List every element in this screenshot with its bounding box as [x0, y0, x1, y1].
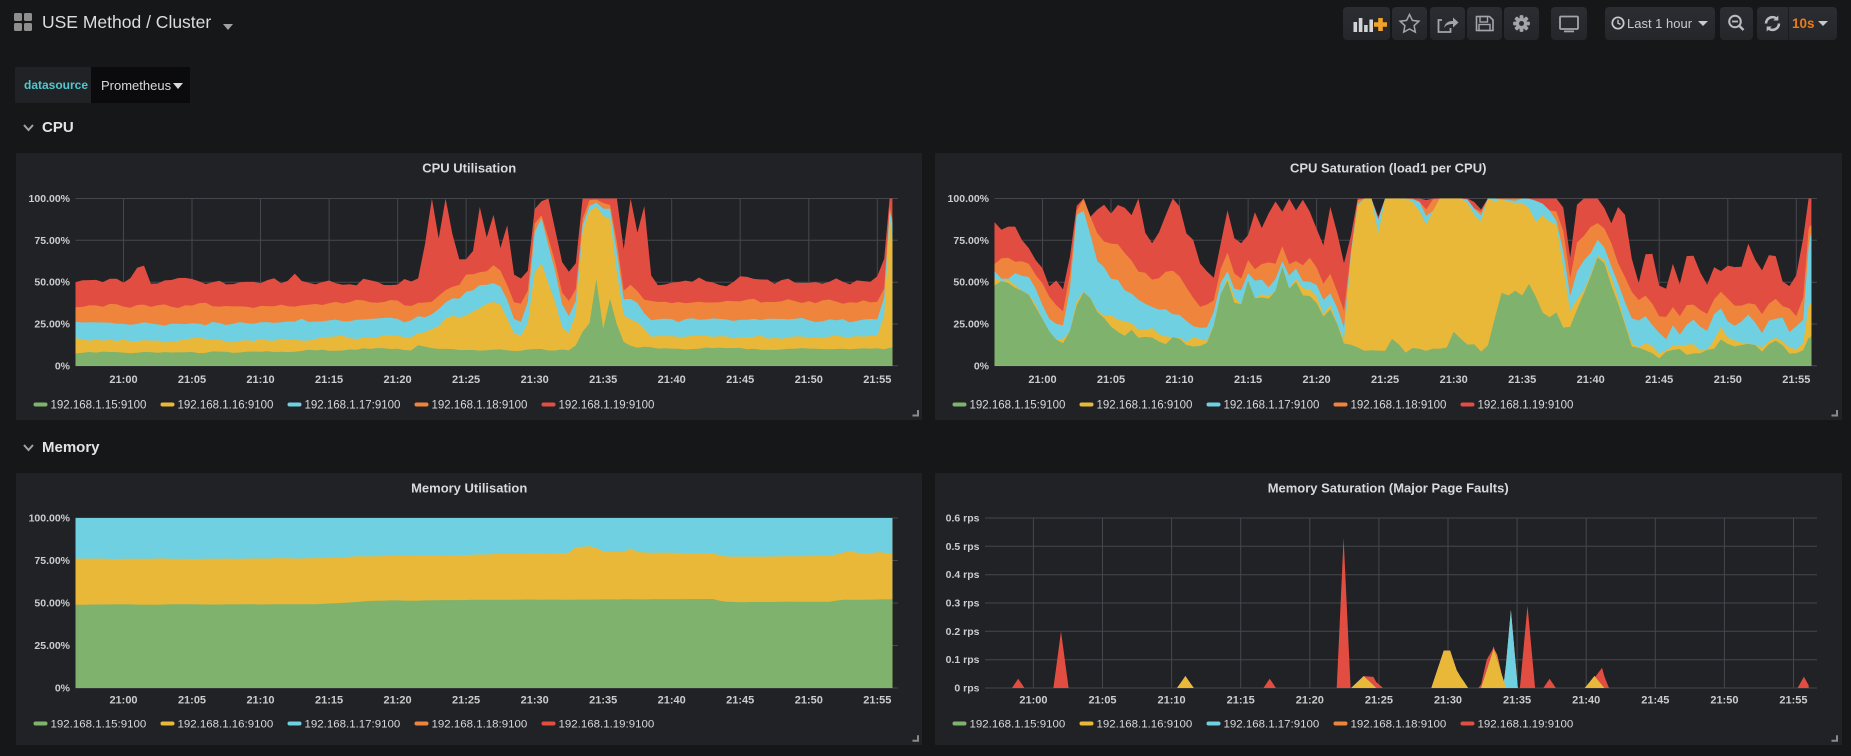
svg-text:21:15: 21:15: [1234, 374, 1262, 386]
svg-text:21:35: 21:35: [1503, 694, 1531, 706]
svg-text:21:45: 21:45: [726, 374, 754, 386]
svg-text:21:55: 21:55: [863, 694, 891, 706]
svg-text:21:05: 21:05: [177, 374, 205, 386]
svg-text:100.00%: 100.00%: [948, 193, 990, 205]
svg-text:21:00: 21:00: [1019, 694, 1047, 706]
svg-text:25.00%: 25.00%: [34, 641, 70, 652]
svg-text:21:00: 21:00: [109, 374, 137, 386]
svg-text:21:35: 21:35: [589, 374, 617, 386]
svg-text:21:05: 21:05: [177, 694, 205, 706]
svg-text:Memory Saturation (Major Page: Memory Saturation (Major Page Faults): [1268, 480, 1509, 495]
svg-text:21:15: 21:15: [315, 374, 343, 386]
svg-text:192.168.1.18:9100: 192.168.1.18:9100: [431, 718, 527, 730]
svg-text:21:40: 21:40: [1572, 694, 1600, 706]
svg-text:21:15: 21:15: [1227, 694, 1255, 706]
svg-text:192.168.1.17:9100: 192.168.1.17:9100: [304, 718, 400, 730]
svg-text:21:10: 21:10: [1165, 374, 1193, 386]
svg-text:0.3 rps: 0.3 rps: [946, 598, 980, 609]
svg-text:75.00%: 75.00%: [34, 234, 70, 246]
svg-text:75.00%: 75.00%: [953, 234, 989, 246]
svg-text:0.6 rps: 0.6 rps: [946, 513, 980, 524]
svg-text:192.168.1.19:9100: 192.168.1.19:9100: [558, 718, 654, 730]
svg-text:21:40: 21:40: [1577, 374, 1605, 386]
svg-text:21:45: 21:45: [1645, 374, 1673, 386]
svg-text:21:45: 21:45: [726, 694, 754, 706]
svg-text:192.168.1.15:9100: 192.168.1.15:9100: [970, 718, 1066, 730]
svg-text:21:30: 21:30: [520, 694, 548, 706]
svg-text:0.4 rps: 0.4 rps: [946, 570, 980, 581]
svg-text:21:00: 21:00: [1028, 374, 1056, 386]
svg-text:21:45: 21:45: [1641, 694, 1669, 706]
svg-text:75.00%: 75.00%: [34, 556, 70, 567]
svg-text:100.00%: 100.00%: [28, 513, 70, 524]
svg-text:50.00%: 50.00%: [953, 276, 989, 288]
svg-text:21:55: 21:55: [1779, 694, 1807, 706]
svg-text:21:00: 21:00: [109, 694, 137, 706]
svg-text:192.168.1.18:9100: 192.168.1.18:9100: [431, 399, 527, 411]
svg-text:21:40: 21:40: [657, 374, 685, 386]
svg-text:21:35: 21:35: [589, 694, 617, 706]
svg-text:21:25: 21:25: [1371, 374, 1399, 386]
svg-text:192.168.1.17:9100: 192.168.1.17:9100: [1224, 399, 1320, 411]
svg-text:21:15: 21:15: [315, 694, 343, 706]
svg-text:192.168.1.16:9100: 192.168.1.16:9100: [177, 399, 273, 411]
svg-text:192.168.1.19:9100: 192.168.1.19:9100: [1477, 718, 1573, 730]
svg-text:100.00%: 100.00%: [28, 193, 70, 205]
svg-text:192.168.1.16:9100: 192.168.1.16:9100: [1097, 399, 1193, 411]
svg-text:192.168.1.19:9100: 192.168.1.19:9100: [558, 399, 654, 411]
svg-text:21:20: 21:20: [383, 694, 411, 706]
svg-text:192.168.1.16:9100: 192.168.1.16:9100: [1097, 718, 1193, 730]
svg-text:0.5 rps: 0.5 rps: [946, 542, 980, 553]
svg-text:21:20: 21:20: [383, 374, 411, 386]
svg-text:0%: 0%: [54, 683, 70, 694]
svg-text:192.168.1.17:9100: 192.168.1.17:9100: [1224, 718, 1320, 730]
svg-text:21:25: 21:25: [452, 694, 480, 706]
svg-text:0%: 0%: [54, 360, 70, 372]
svg-text:192.168.1.18:9100: 192.168.1.18:9100: [1351, 399, 1447, 411]
svg-text:192.168.1.15:9100: 192.168.1.15:9100: [50, 399, 146, 411]
svg-text:192.168.1.19:9100: 192.168.1.19:9100: [1478, 399, 1574, 411]
svg-text:192.168.1.18:9100: 192.168.1.18:9100: [1351, 718, 1447, 730]
svg-text:21:35: 21:35: [1508, 374, 1536, 386]
svg-text:21:50: 21:50: [1710, 694, 1738, 706]
svg-text:0%: 0%: [974, 360, 990, 372]
svg-text:25.00%: 25.00%: [34, 318, 70, 330]
svg-text:21:10: 21:10: [246, 694, 274, 706]
svg-text:192.168.1.15:9100: 192.168.1.15:9100: [50, 718, 146, 730]
svg-text:192.168.1.17:9100: 192.168.1.17:9100: [304, 399, 400, 411]
svg-text:21:25: 21:25: [452, 374, 480, 386]
svg-text:21:25: 21:25: [1365, 694, 1393, 706]
svg-text:50.00%: 50.00%: [34, 598, 70, 609]
svg-text:50.00%: 50.00%: [34, 276, 70, 288]
svg-text:21:50: 21:50: [1714, 374, 1742, 386]
svg-text:192.168.1.15:9100: 192.168.1.15:9100: [970, 399, 1066, 411]
svg-text:21:30: 21:30: [520, 374, 548, 386]
svg-text:Memory Utilisation: Memory Utilisation: [411, 480, 527, 495]
svg-text:0 rps: 0 rps: [954, 683, 979, 694]
svg-text:CPU Saturation (load1 per CPU): CPU Saturation (load1 per CPU): [1290, 160, 1486, 175]
svg-text:21:05: 21:05: [1097, 374, 1125, 386]
svg-text:21:40: 21:40: [657, 694, 685, 706]
svg-text:0.1 rps: 0.1 rps: [946, 655, 980, 666]
svg-text:192.168.1.16:9100: 192.168.1.16:9100: [177, 718, 273, 730]
svg-text:21:55: 21:55: [1782, 374, 1810, 386]
svg-text:21:05: 21:05: [1088, 694, 1116, 706]
svg-text:21:10: 21:10: [1158, 694, 1186, 706]
svg-text:21:30: 21:30: [1434, 694, 1462, 706]
svg-text:0.2 rps: 0.2 rps: [946, 627, 980, 638]
svg-text:21:30: 21:30: [1440, 374, 1468, 386]
svg-text:21:55: 21:55: [863, 374, 891, 386]
svg-text:21:10: 21:10: [246, 374, 274, 386]
svg-text:21:20: 21:20: [1296, 694, 1324, 706]
svg-text:25.00%: 25.00%: [953, 318, 989, 330]
svg-text:21:50: 21:50: [794, 374, 822, 386]
svg-text:CPU Utilisation: CPU Utilisation: [422, 160, 516, 175]
svg-text:21:50: 21:50: [794, 694, 822, 706]
svg-text:21:20: 21:20: [1303, 374, 1331, 386]
